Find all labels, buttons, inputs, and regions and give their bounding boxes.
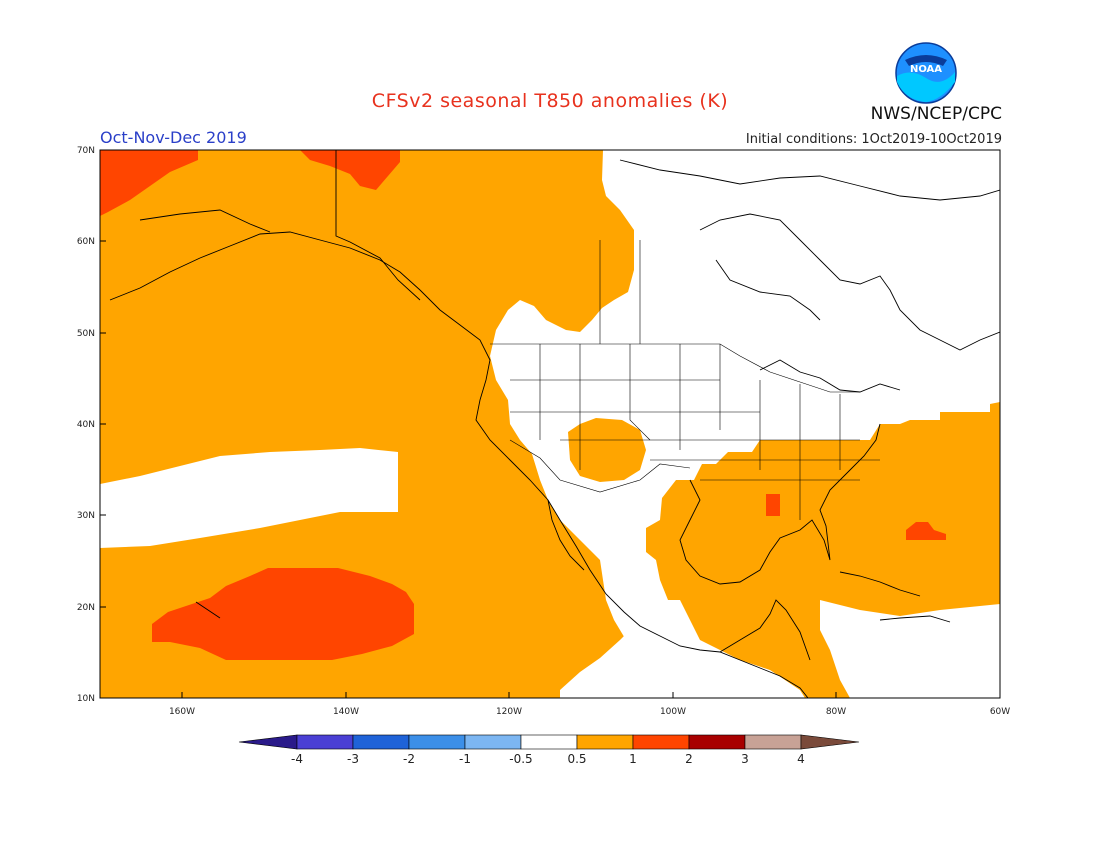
anomaly-field (100, 150, 1000, 698)
lon-label-80w: 80W (826, 707, 846, 717)
latitude-axis: 70N 60N 50N 40N 30N 20N 10N (77, 146, 106, 704)
colorbar-label: -1 (459, 752, 471, 766)
colorbar-swatch (688, 734, 746, 750)
lat-label-60: 60N (77, 237, 95, 247)
colorbar-max-arrow (800, 734, 860, 750)
longitude-axis: 160W 140W 120W 100W 80W 60W (169, 692, 1010, 717)
lon-label-60w: 60W (990, 707, 1010, 717)
lat-label-50: 50N (77, 329, 95, 339)
map-title: CFSv2 seasonal T850 anomalies (K) (371, 90, 729, 112)
lon-label-120w: 120W (496, 707, 522, 717)
colorbar-swatch (352, 734, 410, 750)
anomaly-patch-southwest-us (568, 418, 646, 482)
lon-label-140w: 140W (333, 707, 359, 717)
neutral-region-atlantic-south (820, 600, 1000, 698)
colorbar-swatch (520, 734, 578, 750)
colorbar-label: 3 (741, 752, 749, 766)
anomaly-fill-1-2-gulf (766, 494, 780, 516)
colorbar-swatch (464, 734, 522, 750)
lat-label-30: 30N (77, 511, 95, 521)
colorbar-label: 1 (629, 752, 637, 766)
colorbar-label: -4 (291, 752, 303, 766)
neutral-region-pacific-south (560, 600, 805, 698)
colorbar-swatch (632, 734, 690, 750)
colorbar-label: -3 (347, 752, 359, 766)
lat-label-10: 10N (77, 694, 95, 704)
neutral-region-north-america (490, 150, 1000, 660)
colorbar-label: -0.5 (509, 752, 532, 766)
svg-text:NOAA: NOAA (910, 64, 942, 75)
colorbar-label: -2 (403, 752, 415, 766)
colorbar-swatch (408, 734, 466, 750)
anomaly-fill-1-2-arctic (300, 150, 400, 190)
lon-label-160w: 160W (169, 707, 195, 717)
political-borders (490, 240, 880, 520)
lat-label-70: 70N (77, 146, 95, 156)
agency-label: NWS/NCEP/CPC (870, 104, 1002, 124)
neutral-band-central-pacific (100, 448, 398, 548)
colorbar-label: 4 (797, 752, 805, 766)
season-label: Oct-Nov-Dec 2019 (100, 128, 247, 147)
colorbar-swatch (576, 734, 634, 750)
lat-label-40: 40N (77, 420, 95, 430)
anomaly-fill-1-2-hawaii (152, 568, 414, 660)
colorbar-swatch (296, 734, 354, 750)
lat-label-20: 20N (77, 603, 95, 613)
colorbar-swatch (744, 734, 802, 750)
anomaly-fill-1-2-bering (100, 150, 198, 216)
colorbar-min-arrow (238, 734, 298, 750)
colorbar-label: 0.5 (567, 752, 586, 766)
colorbar-label: 2 (685, 752, 693, 766)
lon-label-100w: 100W (660, 707, 686, 717)
initial-conditions-label: Initial conditions: 1Oct2019-10Oct2019 (745, 132, 1002, 147)
noaa-logo: NOAA (895, 42, 957, 104)
colorbar: -4 -3 -2 -1 -0.5 0.5 1 2 3 4 (238, 734, 860, 766)
anomaly-fill-1-2-atlantic (906, 522, 946, 540)
